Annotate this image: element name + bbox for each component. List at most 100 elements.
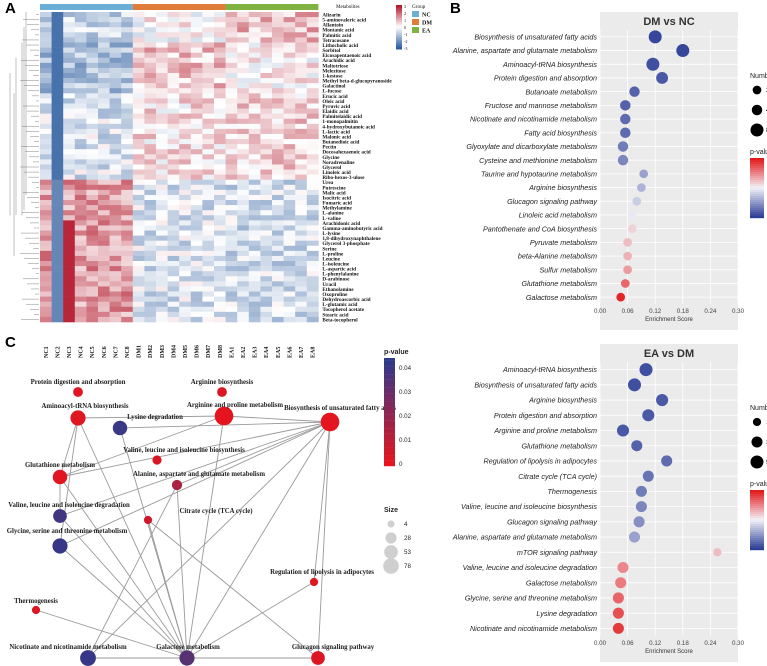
heatmap-cell	[283, 174, 296, 181]
heatmap-cell	[179, 128, 192, 135]
heatmap-cell	[248, 164, 261, 170]
heatmap-cell	[109, 88, 122, 94]
ea-vs-dm-point	[612, 607, 624, 619]
heatmap-cell	[306, 291, 319, 297]
ea-vs-dm-pvalue-colorbar	[750, 490, 764, 493]
heatmap-cell	[156, 67, 168, 74]
ea-vs-dm-pvalue-colorbar	[750, 502, 764, 505]
heatmap-cell	[121, 184, 134, 191]
heatmap-cell	[132, 311, 145, 318]
heatmap-cell	[98, 154, 110, 160]
heatmap-cell	[214, 174, 226, 181]
heatmap-cell	[144, 113, 157, 120]
heatmap-cell	[179, 311, 192, 318]
network-pvalue-colorbar	[384, 428, 395, 432]
heatmap-cell	[248, 281, 261, 287]
heatmap-cell	[74, 250, 87, 257]
heatmap-cell	[237, 113, 250, 120]
heatmap-cell	[98, 184, 110, 191]
heatmap-cell	[40, 37, 52, 43]
colorbar-segment	[396, 40, 402, 43]
heatmap-cell	[214, 276, 226, 282]
heatmap-cell	[74, 271, 87, 277]
heatmap-cell	[109, 32, 122, 38]
metabolite-label: Dehydroascorbic acid	[322, 297, 370, 303]
heatmap-cell	[144, 154, 157, 160]
network-size-legend-label: 78	[404, 563, 411, 570]
heatmap-cell	[237, 296, 250, 302]
metabolite-label: Leucine	[322, 256, 340, 262]
heatmap-cell	[214, 78, 226, 84]
heatmap-cell	[132, 12, 145, 18]
heatmap-cell	[156, 103, 168, 109]
dm-vs-nc-pathway-label: Biosynthesis of unsaturated fatty acids	[474, 32, 597, 41]
heatmap-cell	[74, 184, 87, 191]
ea-vs-dm-pvalue-colorbar	[750, 518, 764, 521]
heatmap-cell	[132, 225, 145, 231]
metabolite-label: Putrescine	[322, 185, 346, 191]
heatmap-cell	[179, 261, 192, 267]
heatmap-cell	[98, 133, 110, 140]
heatmap-cell	[132, 78, 145, 84]
heatmap-cell	[156, 316, 168, 323]
heatmap-cell	[179, 194, 192, 201]
heatmap-cell	[156, 37, 168, 43]
heatmap-cell	[98, 144, 110, 150]
heatmap-cell	[237, 255, 250, 262]
heatmap-cell	[86, 32, 99, 38]
sample-label: EA4	[264, 347, 270, 358]
heatmap-cell	[225, 235, 238, 241]
heatmap-cell	[295, 78, 308, 84]
heatmap-cell	[260, 306, 273, 313]
heatmap-cell	[248, 235, 261, 241]
heatmap-cell	[295, 62, 308, 69]
heatmap-cell	[156, 194, 168, 201]
network-node	[171, 479, 183, 491]
heatmap-cell	[179, 281, 192, 287]
heatmap-cell	[225, 67, 238, 74]
heatmap-cell	[214, 22, 226, 28]
heatmap-cell	[132, 210, 145, 216]
network-edge	[59, 417, 79, 478]
heatmap-cell	[202, 144, 215, 150]
colorbar-segment	[396, 32, 402, 35]
heatmap-cell	[74, 22, 87, 28]
heatmap-cell	[51, 261, 64, 267]
heatmap-cell	[237, 281, 250, 287]
heatmap-cell	[63, 281, 76, 287]
heatmap-cell	[40, 17, 52, 23]
heatmap-cell	[295, 118, 308, 125]
heatmap-cell	[248, 57, 261, 64]
heatmap-cell	[179, 205, 192, 211]
heatmap-cell	[248, 266, 261, 272]
heatmap-cell	[214, 184, 226, 191]
heatmap-cell	[86, 225, 99, 231]
heatmap-cell	[190, 194, 203, 201]
heatmap-cell	[260, 311, 273, 318]
heatmap-cell	[272, 139, 284, 145]
heatmap-cell	[214, 255, 226, 262]
metabolite-label: Allantoin	[322, 23, 343, 29]
heatmap-cell	[306, 83, 319, 89]
heatmap-cell	[156, 215, 168, 221]
heatmap-cell	[109, 72, 122, 79]
heatmap-cell	[272, 57, 284, 64]
heatmap-cell	[167, 159, 180, 165]
heatmap-cell	[237, 83, 250, 89]
heatmap-cell	[283, 210, 296, 216]
ea-vs-dm-pathway-label: Valine, leucine and isoleucine biosynthe…	[461, 502, 597, 511]
heatmap-cell	[237, 205, 250, 211]
heatmap-cell	[283, 98, 296, 104]
heatmap-cell	[63, 291, 76, 297]
network-node-label: Alanine, aspartate and glutamate metabol…	[133, 471, 265, 478]
dm-vs-nc-point	[627, 210, 637, 220]
ea-vs-dm-xtick: 0.00	[594, 640, 607, 647]
heatmap-cell	[167, 32, 180, 38]
heatmap-cell	[74, 200, 87, 206]
heatmap-cell	[167, 311, 180, 318]
heatmap-cell	[214, 306, 226, 313]
heatmap-cell	[179, 27, 192, 33]
heatmap-cell	[144, 311, 157, 318]
heatmap-cell	[167, 113, 180, 120]
heatmap-cell	[179, 220, 192, 226]
